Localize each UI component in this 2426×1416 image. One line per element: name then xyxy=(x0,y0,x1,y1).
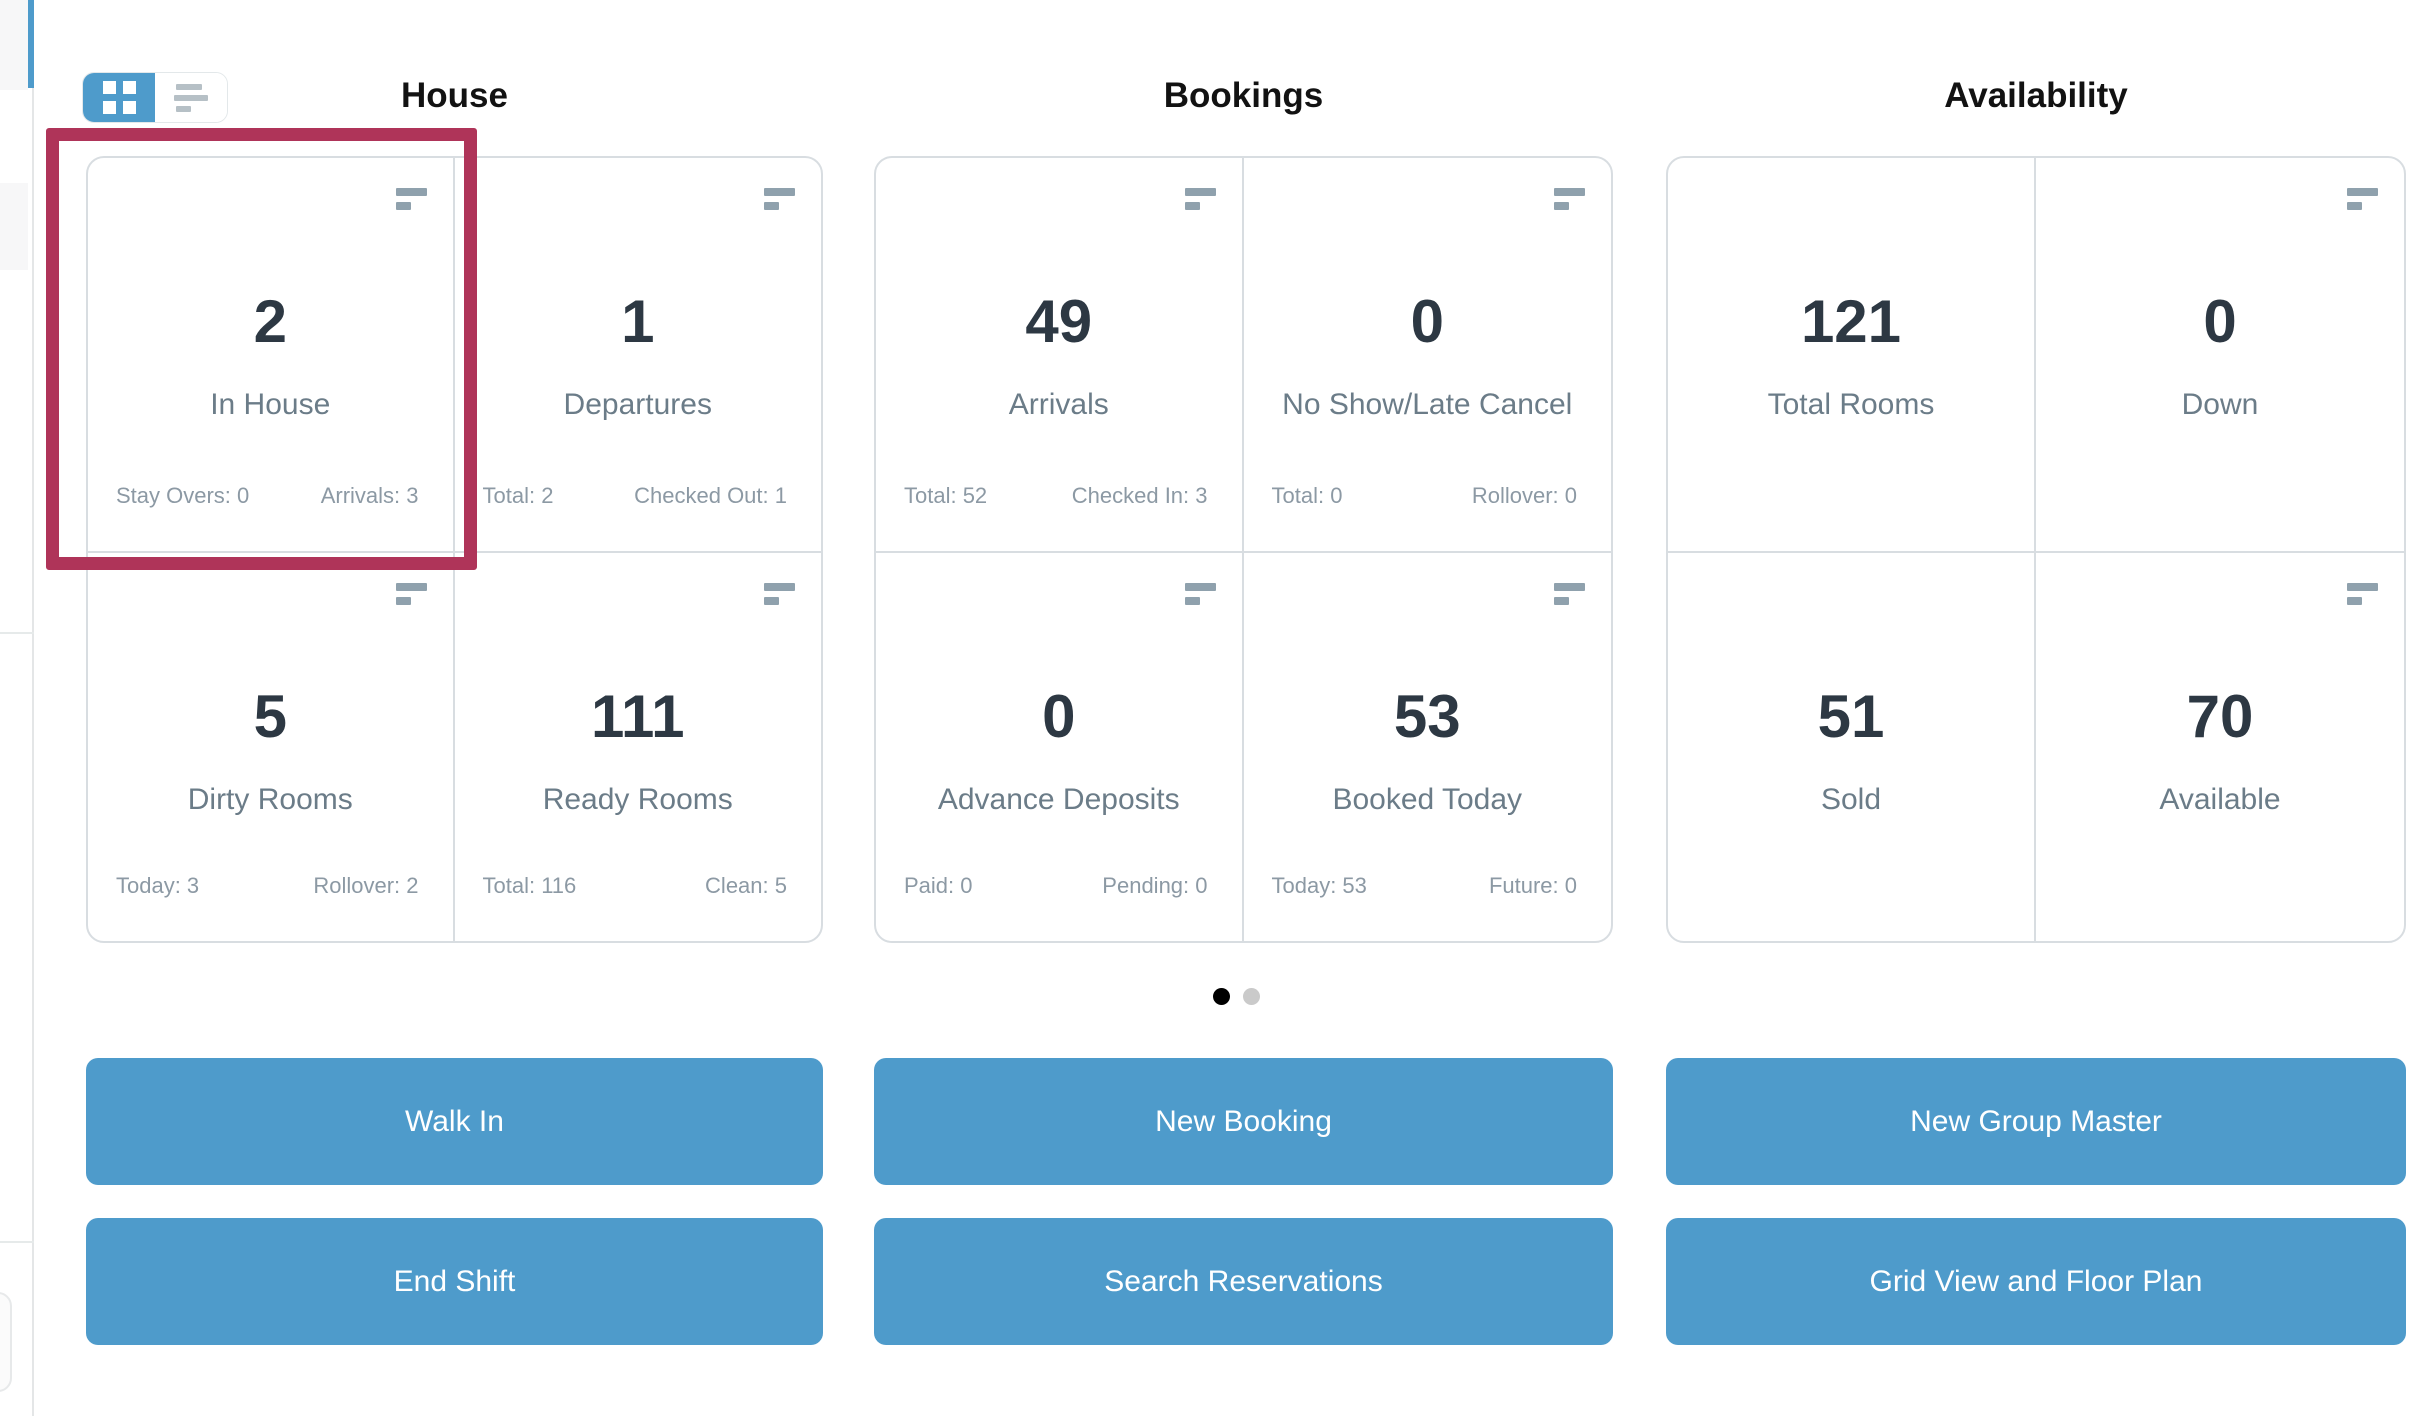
sidebar-divider xyxy=(0,632,34,634)
card-available[interactable]: 70 Available xyxy=(2036,553,2404,941)
card-stat-left: Stay Overs: 0 xyxy=(116,483,250,508)
card-value: 2 xyxy=(253,288,287,355)
grid-view-floor-plan-button[interactable]: Grid View and Floor Plan xyxy=(1666,1218,2406,1345)
list-view-button[interactable] xyxy=(155,73,227,122)
sidebar-item-block xyxy=(0,183,28,270)
card-label: Sold xyxy=(1820,783,1882,816)
card-menu-icon[interactable] xyxy=(764,188,795,210)
card-label: Advance Deposits xyxy=(937,783,1180,816)
sidebar-item-block xyxy=(0,0,28,90)
sidebar-rail xyxy=(0,0,34,1416)
card-stat-right: Rollover: 0 xyxy=(1471,483,1577,508)
card-label: In House xyxy=(210,388,331,421)
card-label: Departures xyxy=(563,388,712,421)
card-stat-right: Checked Out: 1 xyxy=(634,483,787,508)
card-stat-right: Future: 0 xyxy=(1488,873,1577,898)
card-menu-icon[interactable] xyxy=(2347,188,2378,210)
card-stat-left: Paid: 0 xyxy=(904,873,973,898)
new-group-master-button[interactable]: New Group Master xyxy=(1666,1058,2406,1185)
section-title-house: House xyxy=(401,76,508,115)
card-grid-house: 2 In House Stay Overs: 0 Arrivals: 3 1 D… xyxy=(86,156,823,943)
card-stat-right: Checked In: 3 xyxy=(1071,483,1208,508)
end-shift-button[interactable]: End Shift xyxy=(86,1218,823,1345)
active-item-indicator xyxy=(28,0,34,88)
sidebar-divider xyxy=(0,1241,34,1243)
card-menu-icon[interactable] xyxy=(1184,188,1216,210)
card-stat-left: Total: 2 xyxy=(482,483,554,508)
section-title-bookings: Bookings xyxy=(1163,76,1324,115)
card-stat-left: Today: 3 xyxy=(116,873,200,898)
card-grid-bookings: 49 Arrivals Total: 52 Checked In: 3 0 No… xyxy=(874,156,1613,943)
card-total-rooms[interactable]: 121 Total Rooms xyxy=(1668,158,2036,553)
search-reservations-button[interactable]: Search Reservations xyxy=(874,1218,1613,1345)
card-sold[interactable]: 51 Sold xyxy=(1668,553,2036,941)
card-no-show-late-cancel[interactable]: 0 No Show/Late Cancel Total: 0 Rollover:… xyxy=(1243,158,1611,553)
section-title-availability: Availability xyxy=(1944,76,2128,115)
card-stat-right: Arrivals: 3 xyxy=(320,483,419,508)
edge-popout-card xyxy=(0,1292,12,1392)
card-value: 0 xyxy=(2203,288,2237,355)
card-stat-right: Pending: 0 xyxy=(1102,873,1208,898)
card-booked-today[interactable]: 53 Booked Today Today: 53 Future: 0 xyxy=(1244,553,1612,941)
card-menu-icon[interactable] xyxy=(1554,583,1585,605)
view-toggle xyxy=(82,72,228,123)
card-label: Available xyxy=(2159,783,2281,816)
carousel-dots xyxy=(1213,988,1260,1005)
card-menu-icon[interactable] xyxy=(1554,188,1585,210)
card-value: 121 xyxy=(1800,288,1902,355)
card-stat-left: Total: 52 xyxy=(904,483,988,508)
card-value: 111 xyxy=(591,683,685,750)
new-booking-button[interactable]: New Booking xyxy=(874,1058,1613,1185)
card-label: Arrivals xyxy=(1008,388,1109,421)
card-value: 53 xyxy=(1393,683,1461,750)
card-value: 49 xyxy=(1025,288,1093,355)
list-view-icon xyxy=(174,83,208,112)
card-label: Ready Rooms xyxy=(542,783,733,816)
card-menu-icon[interactable] xyxy=(395,188,427,210)
card-label: Dirty Rooms xyxy=(187,783,353,816)
card-menu-icon[interactable] xyxy=(2347,583,2378,605)
card-stat-right: Clean: 5 xyxy=(705,873,787,898)
card-value: 1 xyxy=(621,288,655,355)
card-stat-right: Rollover: 2 xyxy=(313,873,419,898)
dot-page-2[interactable] xyxy=(1243,988,1260,1005)
grid-view-icon xyxy=(102,81,136,114)
card-advance-deposits[interactable]: 0 Advance Deposits Paid: 0 Pending: 0 xyxy=(876,553,1244,941)
card-value: 51 xyxy=(1817,683,1885,750)
card-value: 5 xyxy=(253,683,287,750)
card-stat-left: Total: 116 xyxy=(482,873,577,898)
card-stat-left: Today: 53 xyxy=(1271,873,1367,898)
card-arrivals[interactable]: 49 Arrivals Total: 52 Checked In: 3 xyxy=(876,158,1244,553)
card-label: Booked Today xyxy=(1332,783,1523,816)
card-label: Down xyxy=(2181,388,2259,421)
card-value: 70 xyxy=(2186,683,2254,750)
grid-view-button[interactable] xyxy=(83,73,155,122)
dot-page-1[interactable] xyxy=(1213,988,1230,1005)
card-label: Total Rooms xyxy=(1767,388,1935,421)
card-menu-icon[interactable] xyxy=(1184,583,1216,605)
card-value: 0 xyxy=(1042,683,1076,750)
card-departures[interactable]: 1 Departures Total: 2 Checked Out: 1 xyxy=(454,158,821,553)
card-in-house[interactable]: 2 In House Stay Overs: 0 Arrivals: 3 xyxy=(88,158,455,553)
card-stat-left: Total: 0 xyxy=(1271,483,1343,508)
card-ready-rooms[interactable]: 111 Ready Rooms Total: 116 Clean: 5 xyxy=(455,553,822,941)
card-dirty-rooms[interactable]: 5 Dirty Rooms Today: 3 Rollover: 2 xyxy=(88,553,455,941)
card-value: 0 xyxy=(1410,288,1444,355)
card-menu-icon[interactable] xyxy=(395,583,427,605)
card-menu-icon[interactable] xyxy=(764,583,795,605)
walk-in-button[interactable]: Walk In xyxy=(86,1058,823,1185)
card-down[interactable]: 0 Down xyxy=(2036,158,2404,553)
card-label: No Show/Late Cancel xyxy=(1282,388,1573,421)
card-grid-availability: 121 Total Rooms 0 Down 51 Sold 70 Availa… xyxy=(1666,156,2406,943)
